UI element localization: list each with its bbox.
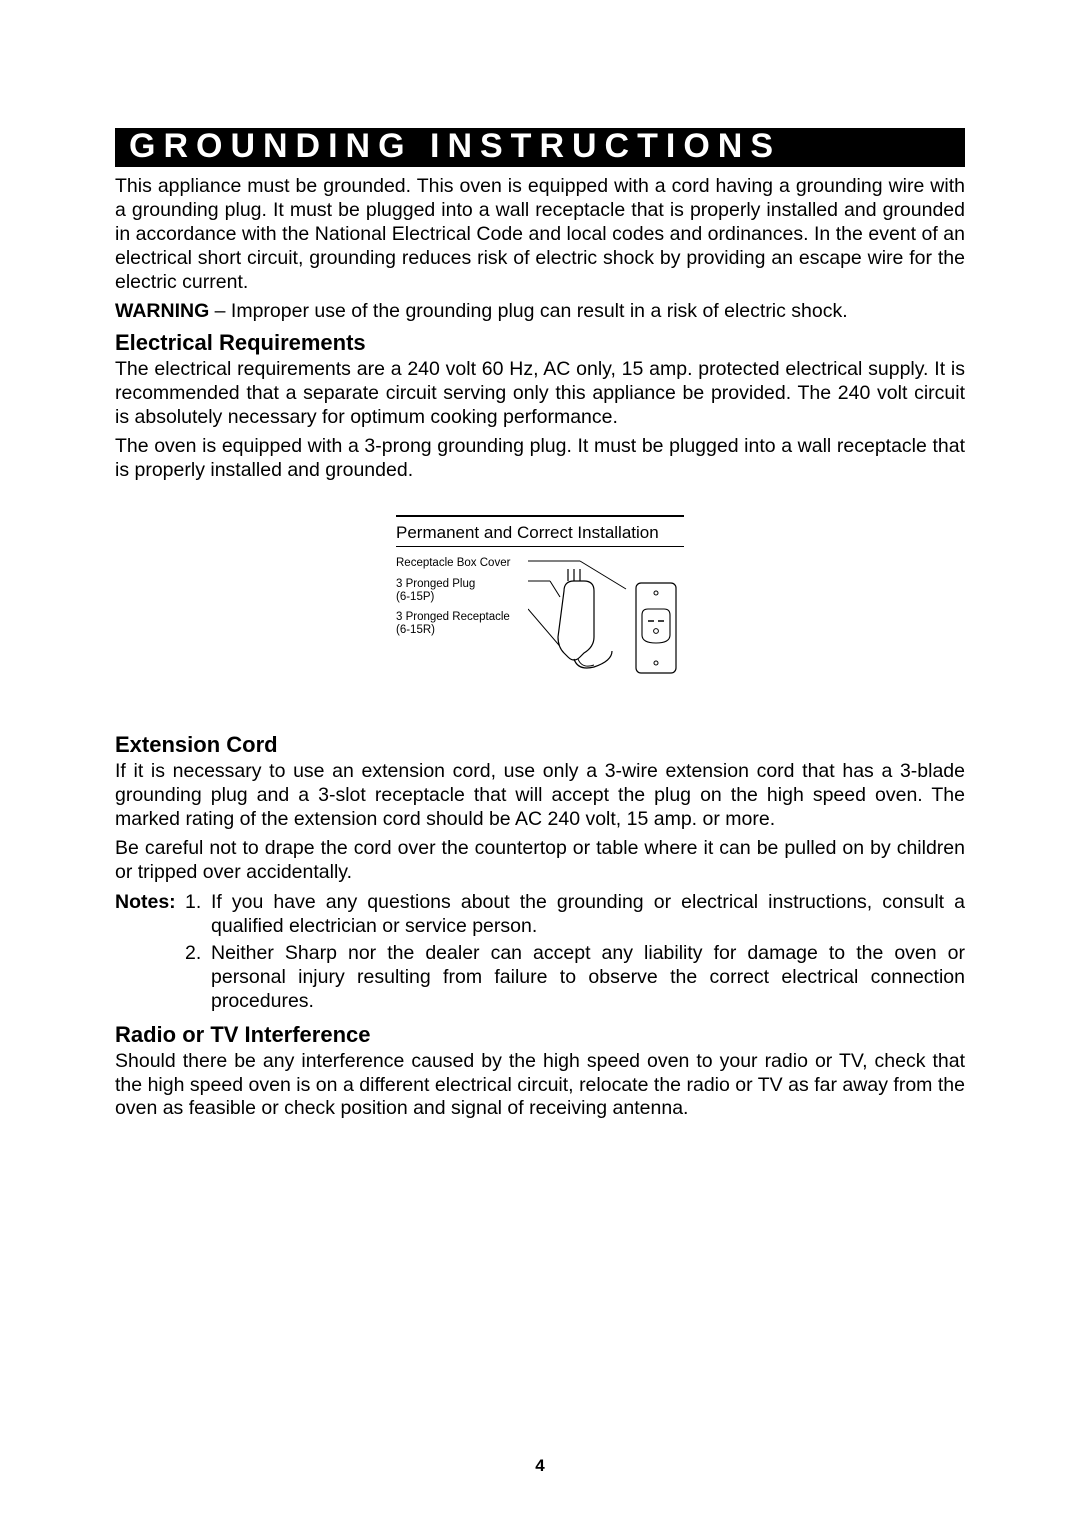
note-2-text: Neither Sharp nor the dealer can accept … <box>211 942 965 1013</box>
diagram-title: Permanent and Correct Installation <box>396 523 684 547</box>
warning-label: WARNING <box>115 300 209 322</box>
diagram-labels: Receptacle Box Cover 3 Pronged Plug (6-1… <box>396 551 528 637</box>
note-2-number: 2. <box>185 942 211 1013</box>
extension-cord-heading: Extension Cord <box>115 732 965 758</box>
note-1-number: 1. <box>185 891 211 939</box>
electrical-requirements-heading: Electrical Requirements <box>115 330 965 356</box>
extension-paragraph-1: If it is necessary to use an extension c… <box>115 760 965 831</box>
diagram-label-plug: 3 Pronged Plug (6-15P) <box>396 578 528 604</box>
extension-paragraph-2: Be careful not to drape the cord over th… <box>115 837 965 885</box>
note-row-1: Notes: 1. If you have any questions abou… <box>115 891 965 939</box>
note-1-text: If you have any questions about the grou… <box>211 891 965 939</box>
section-title: GROUNDING INSTRUCTIONS <box>115 128 965 167</box>
installation-diagram: Permanent and Correct Installation Recep… <box>115 515 965 686</box>
notes-label: Notes: <box>115 891 185 939</box>
diagram-label-receptacle: 3 Pronged Receptacle (6-15R) <box>396 611 528 637</box>
page-content: GROUNDING INSTRUCTIONS This appliance mu… <box>115 128 965 1127</box>
intro-paragraph: This appliance must be grounded. This ov… <box>115 175 965 294</box>
electrical-paragraph-1: The electrical requirements are a 240 vo… <box>115 358 965 429</box>
diagram-label-receptacle-cover: Receptacle Box Cover <box>396 557 528 570</box>
warning-line: WARNING – Improper use of the grounding … <box>115 300 965 324</box>
diagram-svg <box>528 551 684 686</box>
electrical-paragraph-2: The oven is equipped with a 3-prong grou… <box>115 435 965 483</box>
radio-tv-paragraph: Should there be any interference caused … <box>115 1050 965 1121</box>
radio-tv-heading: Radio or TV Interference <box>115 1022 965 1048</box>
page-number: 4 <box>0 1456 1080 1476</box>
note-row-2: 2. Neither Sharp nor the dealer can acce… <box>115 942 965 1013</box>
warning-text: – Improper use of the grounding plug can… <box>209 300 847 322</box>
